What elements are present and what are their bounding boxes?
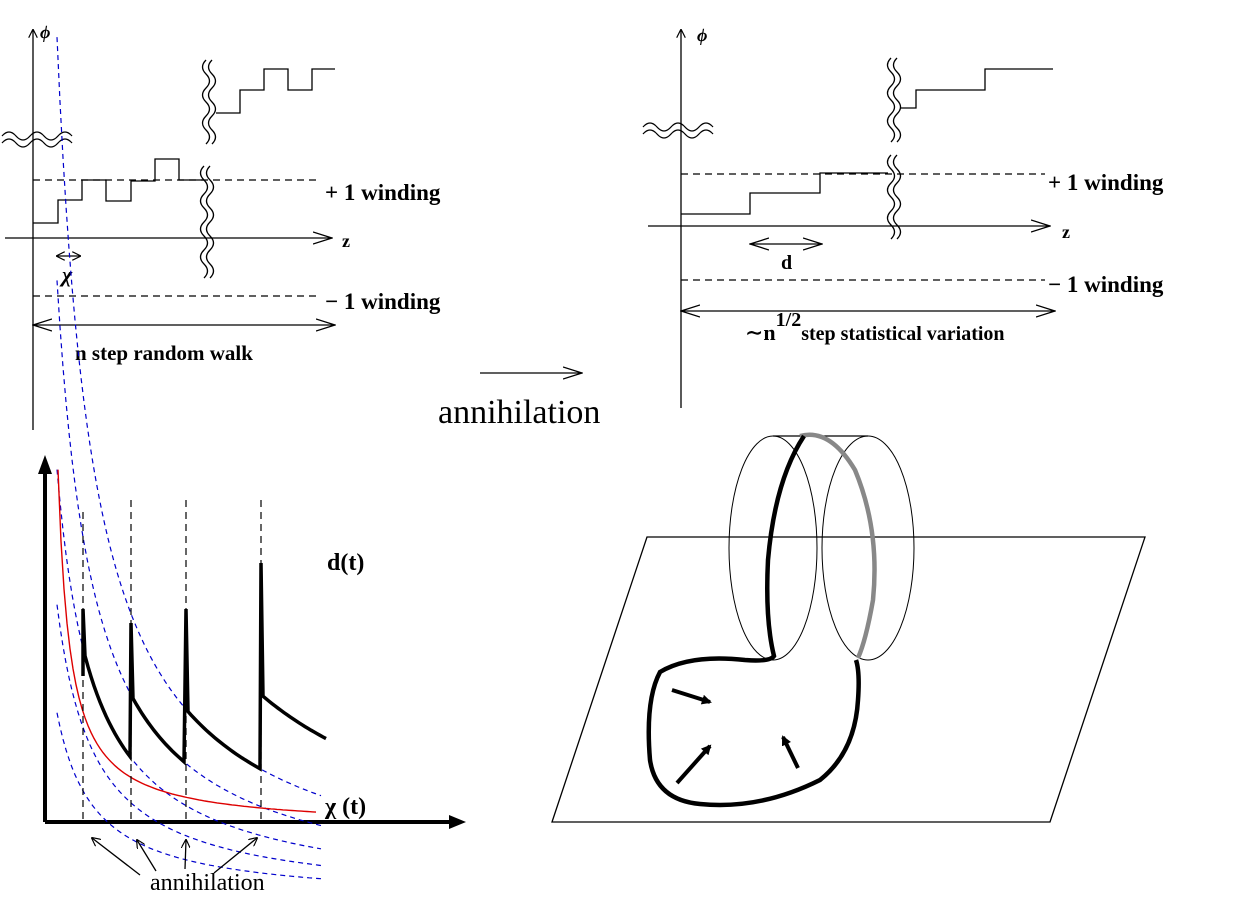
step-label-chi: χ	[59, 262, 73, 287]
phi-axis-label: ϕ	[40, 22, 50, 42]
break-mark-upper-b	[892, 57, 902, 143]
axis-break-lower	[1, 138, 73, 148]
front-loop	[646, 434, 861, 808]
transition-label: annihilation	[438, 394, 600, 431]
x-axis-arrowhead	[449, 815, 466, 829]
plane	[551, 536, 1146, 823]
break-mark-upper-b	[207, 59, 217, 145]
d-curve-label: d(t)	[327, 550, 364, 576]
plus-winding-label: + 1 winding	[325, 180, 441, 205]
panel-after-annihilation: ϕ z + 1 winding − 1 winding d ∼n1/2step …	[642, 25, 1164, 408]
back-loop-segment	[799, 432, 877, 659]
walk-label: n step random walk	[75, 341, 253, 365]
break-mark-upper-a	[886, 57, 896, 143]
random-walk-continuation	[216, 68, 335, 114]
panel-loop-collapse	[551, 432, 1146, 823]
guide-curves	[56, 37, 322, 880]
break-mark-upper-a	[201, 59, 211, 145]
z-axis-label: z	[342, 231, 350, 251]
guide-curve-3	[56, 469, 322, 850]
d-curve	[81, 562, 327, 772]
panel-scaling-curves: d(t) χ (t) annihilation	[38, 37, 466, 896]
phi-axis-label: ϕ	[697, 25, 707, 45]
guide-curve-1	[56, 712, 322, 880]
chi-curve-label: χ (t)	[324, 794, 366, 820]
guide-curve-4	[56, 280, 322, 827]
break-mark-lower-a	[886, 154, 896, 240]
axis-break-lower	[642, 129, 714, 139]
events-label: annihilation	[150, 870, 265, 896]
variation-exponent: 1/2	[776, 309, 802, 331]
variation-suffix: step statistical variation	[801, 323, 1004, 345]
tube-ellipse-left	[728, 435, 818, 661]
coarse-walk-continuation	[900, 68, 1053, 109]
minus-winding-label: − 1 winding	[325, 289, 441, 314]
variation-prefix: ∼n	[745, 320, 776, 345]
transition-annihilation: annihilation	[438, 373, 600, 431]
variation-label: ∼n1/2step statistical variation	[745, 309, 1005, 345]
random-walk-steps	[33, 158, 204, 224]
break-mark-lower-a	[199, 165, 209, 279]
chi-curve	[57, 469, 317, 813]
inward-arrow-1	[671, 688, 712, 705]
axis-break-upper	[1, 131, 73, 141]
inward-arrow-2	[675, 744, 712, 785]
inward-arrow-3	[781, 735, 800, 769]
panel-random-walk: ϕ z + 1 winding − 1 winding χ n step ran…	[1, 22, 441, 430]
y-axis-arrowhead	[38, 455, 52, 474]
event-arrow-2	[137, 840, 157, 872]
z-axis-label: z	[1062, 222, 1070, 242]
break-mark-lower-b	[205, 165, 215, 279]
plus-winding-label: + 1 winding	[1048, 170, 1164, 195]
break-mark-lower-b	[892, 154, 902, 240]
guide-curve-5	[56, 37, 322, 797]
axis-break-upper	[642, 122, 714, 132]
guide-curve-2	[56, 604, 322, 867]
event-arrow-3	[185, 840, 186, 870]
minus-winding-label: − 1 winding	[1048, 272, 1164, 297]
event-arrow-4	[213, 838, 257, 874]
coarse-walk-steps	[681, 172, 888, 215]
event-arrow-1	[92, 838, 141, 876]
step-label-d: d	[781, 252, 792, 274]
